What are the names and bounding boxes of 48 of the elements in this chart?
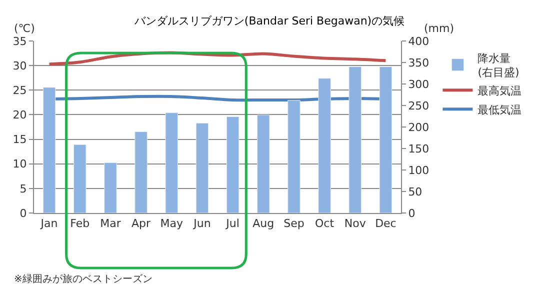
bar [226, 116, 240, 213]
x-tick-label: Nov [344, 217, 366, 230]
x-tick-label: Dec [375, 217, 396, 230]
bar [379, 66, 392, 213]
x-tick-label: Aug [252, 217, 274, 230]
y-tick-label: 25 [12, 84, 27, 97]
y-tick-label: 5 [20, 182, 27, 196]
bar [318, 78, 331, 213]
legend-label: 降水量 (右目盛) [478, 52, 520, 80]
y2-tick-label: 50 [408, 185, 422, 198]
y-tick-label: 15 [12, 133, 27, 146]
y-tick-label: 35 [12, 34, 27, 48]
x-tick-label: May [160, 217, 184, 230]
bar [42, 87, 56, 213]
x-tick-label: Jul [225, 217, 240, 230]
y2-tick-label: 0 [408, 206, 416, 220]
y2-axis-title: (mm) [424, 22, 454, 35]
y2-tick-label: 150 [408, 142, 430, 156]
chart-title: バンダルスリブガワン(Bandar Seri Begawan)の気候 [133, 14, 405, 28]
x-tick-label: Feb [70, 217, 90, 230]
bar [165, 112, 178, 213]
bar [257, 114, 270, 213]
bar [348, 66, 362, 213]
y2-tick-label: 300 [408, 78, 430, 91]
y2-tick-label: 100 [408, 164, 430, 177]
bar [74, 144, 86, 213]
bar [288, 100, 300, 213]
text: ※緑囲みが旅のベストシーズン [14, 273, 152, 285]
y-tick-label: 30 [12, 59, 27, 72]
y2-tick-label: 350 [408, 56, 430, 70]
y-tick-label: 10 [12, 158, 27, 171]
legend-label: 最高気温 [478, 84, 522, 98]
legend-label: 最低気温 [478, 103, 522, 116]
y-tick-label: 20 [12, 108, 27, 122]
y2-tick-label: 250 [408, 99, 430, 112]
x-tick-label: Mar [100, 217, 122, 230]
bar [104, 162, 117, 213]
y2-tick-label: 400 [408, 34, 430, 48]
x-tick-label: Jun [192, 217, 211, 230]
bar [196, 122, 209, 213]
x-tick-label: Apr [132, 217, 152, 230]
x-tick-label: Sep [284, 217, 304, 230]
y-axis-title: (℃) [14, 22, 35, 35]
x-tick-label: Oct [315, 217, 335, 230]
y-tick-label: 0 [20, 206, 27, 220]
x-tick-label: Jan [40, 217, 58, 230]
bar [134, 131, 148, 213]
y2-tick-label: 200 [408, 120, 430, 134]
